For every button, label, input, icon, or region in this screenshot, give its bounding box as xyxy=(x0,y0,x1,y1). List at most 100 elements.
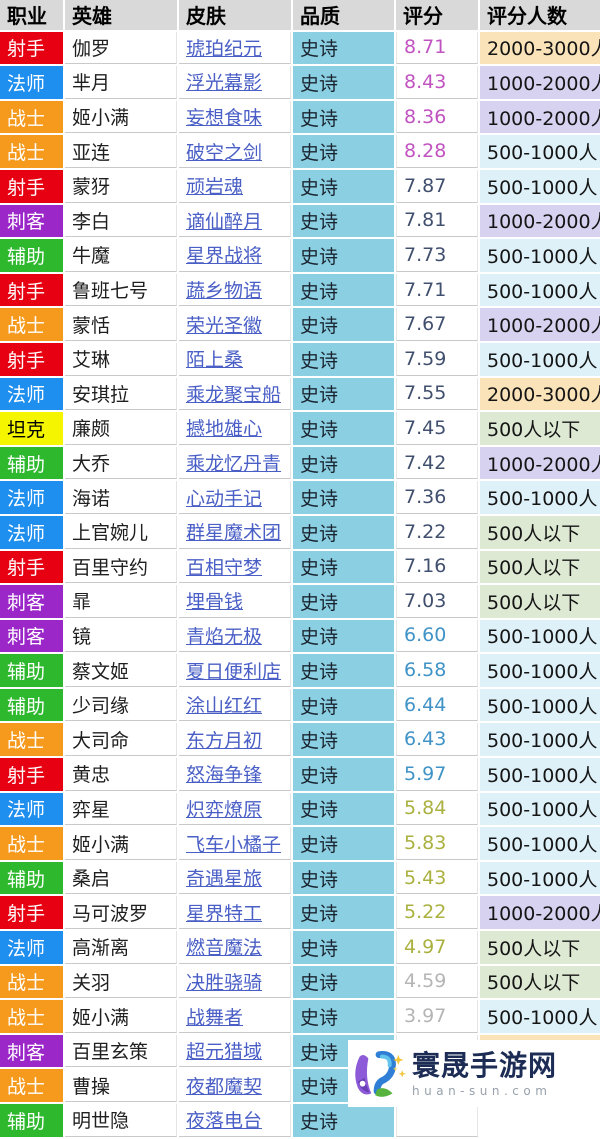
rating-cell: 8.43 xyxy=(396,66,478,99)
skin-cell: 战舞者 xyxy=(179,1000,291,1033)
hero-cell: 暃 xyxy=(65,585,177,618)
rating-cell: 6.58 xyxy=(396,654,478,687)
rating-cell: 7.73 xyxy=(396,239,478,272)
quality-cell: 史诗 xyxy=(293,481,394,514)
skin-cell: 奇遇星旅 xyxy=(179,861,291,895)
table-row: 战士 亚连 破空之剑 史诗 8.28 500-1000人 xyxy=(0,135,600,168)
skin-link[interactable]: 陌上桑 xyxy=(186,349,244,372)
rating-cell: 7.45 xyxy=(396,412,478,445)
role-cell: 法师 xyxy=(0,481,63,514)
table-row: 辅助 大乔 乘龙忆丹青 史诗 7.42 1000-2000人 xyxy=(0,446,600,480)
skin-link[interactable]: 撼地雄心 xyxy=(186,418,263,441)
skin-link[interactable]: 妄想食味 xyxy=(186,107,263,130)
skin-link[interactable]: 超元猎域 xyxy=(186,1041,263,1064)
quality-cell: 史诗 xyxy=(293,619,394,653)
rating-cell: 7.03 xyxy=(396,585,478,618)
skin-link[interactable]: 荣光圣徽 xyxy=(186,314,263,337)
skin-link[interactable]: 涂山红红 xyxy=(186,695,263,718)
skin-link[interactable]: 百相守梦 xyxy=(186,556,263,579)
skin-link[interactable]: 炽弈燎原 xyxy=(186,798,263,821)
role-cell: 法师 xyxy=(0,377,63,411)
skin-link[interactable]: 埋骨钱 xyxy=(186,591,244,614)
skin-link[interactable]: 谪仙醉月 xyxy=(186,210,263,233)
skin-link[interactable]: 乘龙聚宝船 xyxy=(186,383,282,406)
raters-cell: 1000-2000人 xyxy=(480,204,600,238)
skin-cell: 谪仙醉月 xyxy=(179,204,291,238)
skin-cell: 燃音魔法 xyxy=(179,931,291,964)
hero-cell: 廉颇 xyxy=(65,412,177,445)
skin-link[interactable]: 乘龙忆丹青 xyxy=(186,453,282,476)
role-cell: 辅助 xyxy=(0,239,63,272)
quality-cell: 史诗 xyxy=(293,239,394,272)
skin-link[interactable]: 决胜骁骑 xyxy=(186,971,263,994)
rating-cell: 8.28 xyxy=(396,135,478,168)
hero-cell: 姬小满 xyxy=(65,1000,177,1033)
table-row: 法师 高渐离 燃音魔法 史诗 4.97 500人以下 xyxy=(0,931,600,964)
skin-cell: 青焰无极 xyxy=(179,619,291,653)
role-cell: 射手 xyxy=(0,896,63,930)
raters-cell: 500-1000人 xyxy=(480,758,600,791)
table-row: 刺客暃埋骨钱 史诗 7.03 500人以下 xyxy=(0,585,600,618)
quality-cell: 史诗 xyxy=(293,446,394,480)
role-cell: 辅助 xyxy=(0,861,63,895)
skin-cell: 破空之剑 xyxy=(179,135,291,168)
skin-link[interactable]: 飞车小橘子 xyxy=(186,833,282,856)
role-cell: 射手 xyxy=(0,758,63,791)
skin-link[interactable]: 浮光幕影 xyxy=(186,72,263,95)
skin-cell: 星界特工 xyxy=(179,896,291,930)
skin-link[interactable]: 夜都魔契 xyxy=(186,1075,263,1098)
site-watermark: 寰晟手游网 huan-sun.com xyxy=(348,1040,600,1107)
skin-link[interactable]: 夜落电台 xyxy=(186,1110,263,1133)
rating-cell: 7.67 xyxy=(396,308,478,341)
role-cell: 战士 xyxy=(0,135,63,168)
skin-cell: 撼地雄心 xyxy=(179,412,291,445)
role-cell: 战士 xyxy=(0,965,63,999)
skin-cell: 浮光幕影 xyxy=(179,66,291,99)
hero-cell: 大司命 xyxy=(65,723,177,757)
rating-cell: 7.36 xyxy=(396,481,478,514)
role-cell: 刺客 xyxy=(0,204,63,238)
skin-link[interactable]: 心动手记 xyxy=(186,487,263,510)
quality-cell: 史诗 xyxy=(293,66,394,99)
hero-cell: 蒙恬 xyxy=(65,308,177,341)
raters-cell: 1000-2000人 xyxy=(480,896,600,930)
skin-link[interactable]: 群星魔术团 xyxy=(186,522,282,545)
hero-cell: 上官婉儿 xyxy=(65,515,177,549)
role-cell: 法师 xyxy=(0,931,63,964)
skin-cell: 荣光圣徽 xyxy=(179,308,291,341)
skin-link[interactable]: 蔬乡物语 xyxy=(186,280,263,303)
skin-cell: 妄想食味 xyxy=(179,100,291,134)
rating-cell: 4.97 xyxy=(396,931,478,964)
hero-cell: 海诺 xyxy=(65,481,177,514)
table-row: 法师 安琪拉 乘龙聚宝船 史诗 7.55 2000-3000人 xyxy=(0,377,600,411)
skin-link[interactable]: 顽岩魂 xyxy=(186,176,244,199)
hero-cell: 曹操 xyxy=(65,1069,177,1102)
skin-link[interactable]: 夏日便利店 xyxy=(186,660,282,683)
skin-link[interactable]: 奇遇星旅 xyxy=(186,868,263,891)
table-row: 射手 黄忠 怒海争锋 史诗 5.97 500-1000人 xyxy=(0,758,600,791)
role-cell: 战士 xyxy=(0,1000,63,1033)
quality-cell: 史诗 xyxy=(293,931,394,964)
role-cell: 刺客 xyxy=(0,619,63,653)
skin-cell: 夜都魔契 xyxy=(179,1069,291,1102)
skin-link[interactable]: 琥珀纪元 xyxy=(186,37,263,60)
rating-cell: 5.97 xyxy=(396,758,478,791)
rating-cell: 6.43 xyxy=(396,723,478,757)
skin-link[interactable]: 破空之剑 xyxy=(186,141,263,164)
skin-cell: 超元猎域 xyxy=(179,1034,291,1068)
quality-cell: 史诗 xyxy=(293,827,394,860)
skin-cell: 顽岩魂 xyxy=(179,169,291,203)
role-cell: 刺客 xyxy=(0,585,63,618)
skin-link[interactable]: 星界特工 xyxy=(186,902,263,925)
skin-link[interactable]: 燃音魔法 xyxy=(186,937,263,960)
skin-link[interactable]: 战舞者 xyxy=(186,1006,244,1029)
raters-cell: 500-1000人 xyxy=(480,135,600,168)
skin-link[interactable]: 青焰无极 xyxy=(186,625,263,648)
skin-link[interactable]: 怒海争锋 xyxy=(186,764,263,787)
skin-link[interactable]: 星界战将 xyxy=(186,245,263,268)
skin-cell: 夏日便利店 xyxy=(179,654,291,687)
hero-cell: 姬小满 xyxy=(65,100,177,134)
skin-cell: 决胜骁骑 xyxy=(179,965,291,999)
role-cell: 战士 xyxy=(0,723,63,757)
skin-link[interactable]: 东方月初 xyxy=(186,729,263,752)
